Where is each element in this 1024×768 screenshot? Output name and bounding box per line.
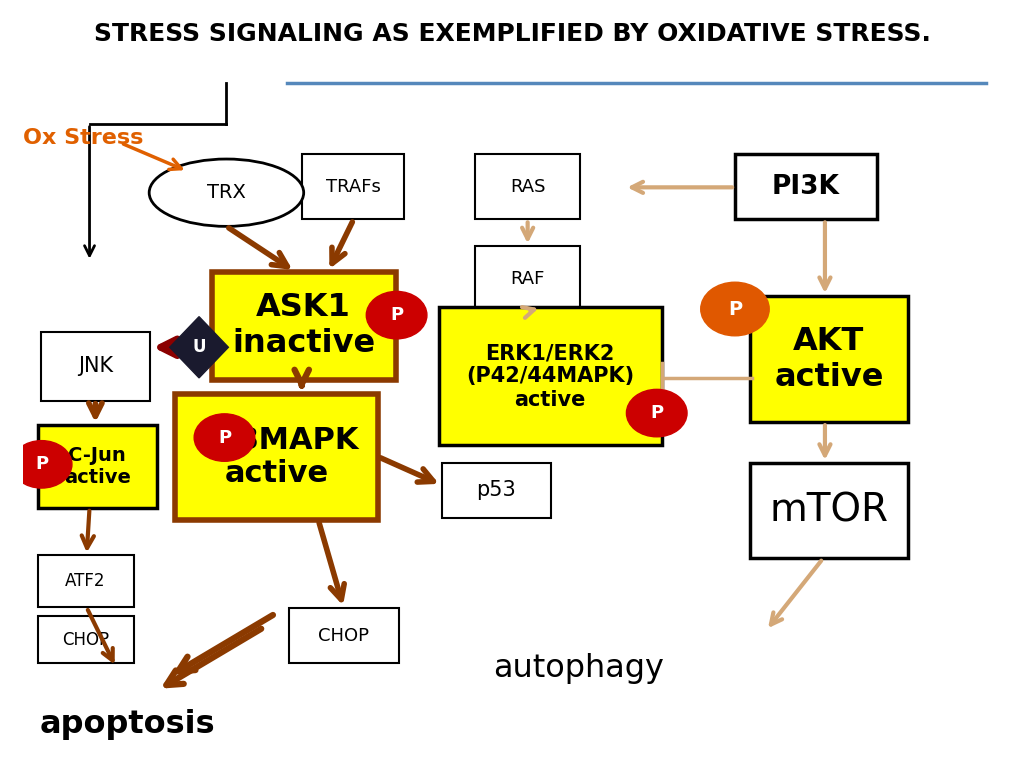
Ellipse shape xyxy=(150,159,304,227)
Text: autophagy: autophagy xyxy=(493,653,664,684)
Text: PI3K: PI3K xyxy=(772,174,840,200)
FancyBboxPatch shape xyxy=(438,307,662,445)
Text: U: U xyxy=(193,338,206,356)
Circle shape xyxy=(627,389,687,437)
Text: mTOR: mTOR xyxy=(769,492,889,530)
Text: apoptosis: apoptosis xyxy=(40,709,215,740)
Text: RAS: RAS xyxy=(510,178,546,196)
FancyBboxPatch shape xyxy=(475,154,581,220)
Text: RAF: RAF xyxy=(510,270,545,288)
FancyBboxPatch shape xyxy=(38,616,133,664)
Text: P: P xyxy=(35,455,48,473)
Text: JNK: JNK xyxy=(78,356,113,376)
FancyBboxPatch shape xyxy=(302,154,404,220)
Polygon shape xyxy=(170,316,228,378)
Circle shape xyxy=(367,291,427,339)
FancyBboxPatch shape xyxy=(289,608,398,664)
Text: p53: p53 xyxy=(476,480,516,501)
Text: ATF2: ATF2 xyxy=(66,572,105,591)
Text: ASK1
inactive: ASK1 inactive xyxy=(232,293,375,359)
Text: Ox Stress: Ox Stress xyxy=(24,127,143,147)
FancyBboxPatch shape xyxy=(475,247,581,311)
FancyBboxPatch shape xyxy=(175,394,378,520)
Text: TRAFs: TRAFs xyxy=(326,178,381,196)
FancyBboxPatch shape xyxy=(41,332,151,401)
Text: P: P xyxy=(728,300,742,319)
Text: P38MAPK
active: P38MAPK active xyxy=(195,425,358,488)
Text: ERK1/ERK2
(P42/44MAPK)
active: ERK1/ERK2 (P42/44MAPK) active xyxy=(466,343,634,409)
FancyBboxPatch shape xyxy=(750,463,908,558)
FancyBboxPatch shape xyxy=(212,272,395,380)
FancyBboxPatch shape xyxy=(750,296,908,422)
Text: P: P xyxy=(218,429,231,446)
Text: AKT
active: AKT active xyxy=(774,326,884,392)
Circle shape xyxy=(700,282,769,336)
FancyBboxPatch shape xyxy=(38,555,133,607)
Text: P: P xyxy=(390,306,403,324)
Text: STRESS SIGNALING AS EXEMPLIFIED BY OXIDATIVE STRESS.: STRESS SIGNALING AS EXEMPLIFIED BY OXIDA… xyxy=(93,22,931,45)
Circle shape xyxy=(195,414,255,462)
Text: P: P xyxy=(650,404,664,422)
Text: CHOP: CHOP xyxy=(62,631,110,649)
FancyBboxPatch shape xyxy=(441,463,551,518)
FancyBboxPatch shape xyxy=(38,425,157,508)
FancyBboxPatch shape xyxy=(735,154,877,220)
Text: TRX: TRX xyxy=(207,184,246,202)
Text: CHOP: CHOP xyxy=(318,627,370,645)
Circle shape xyxy=(11,441,72,488)
Text: C-Jun
active: C-Jun active xyxy=(63,446,131,487)
